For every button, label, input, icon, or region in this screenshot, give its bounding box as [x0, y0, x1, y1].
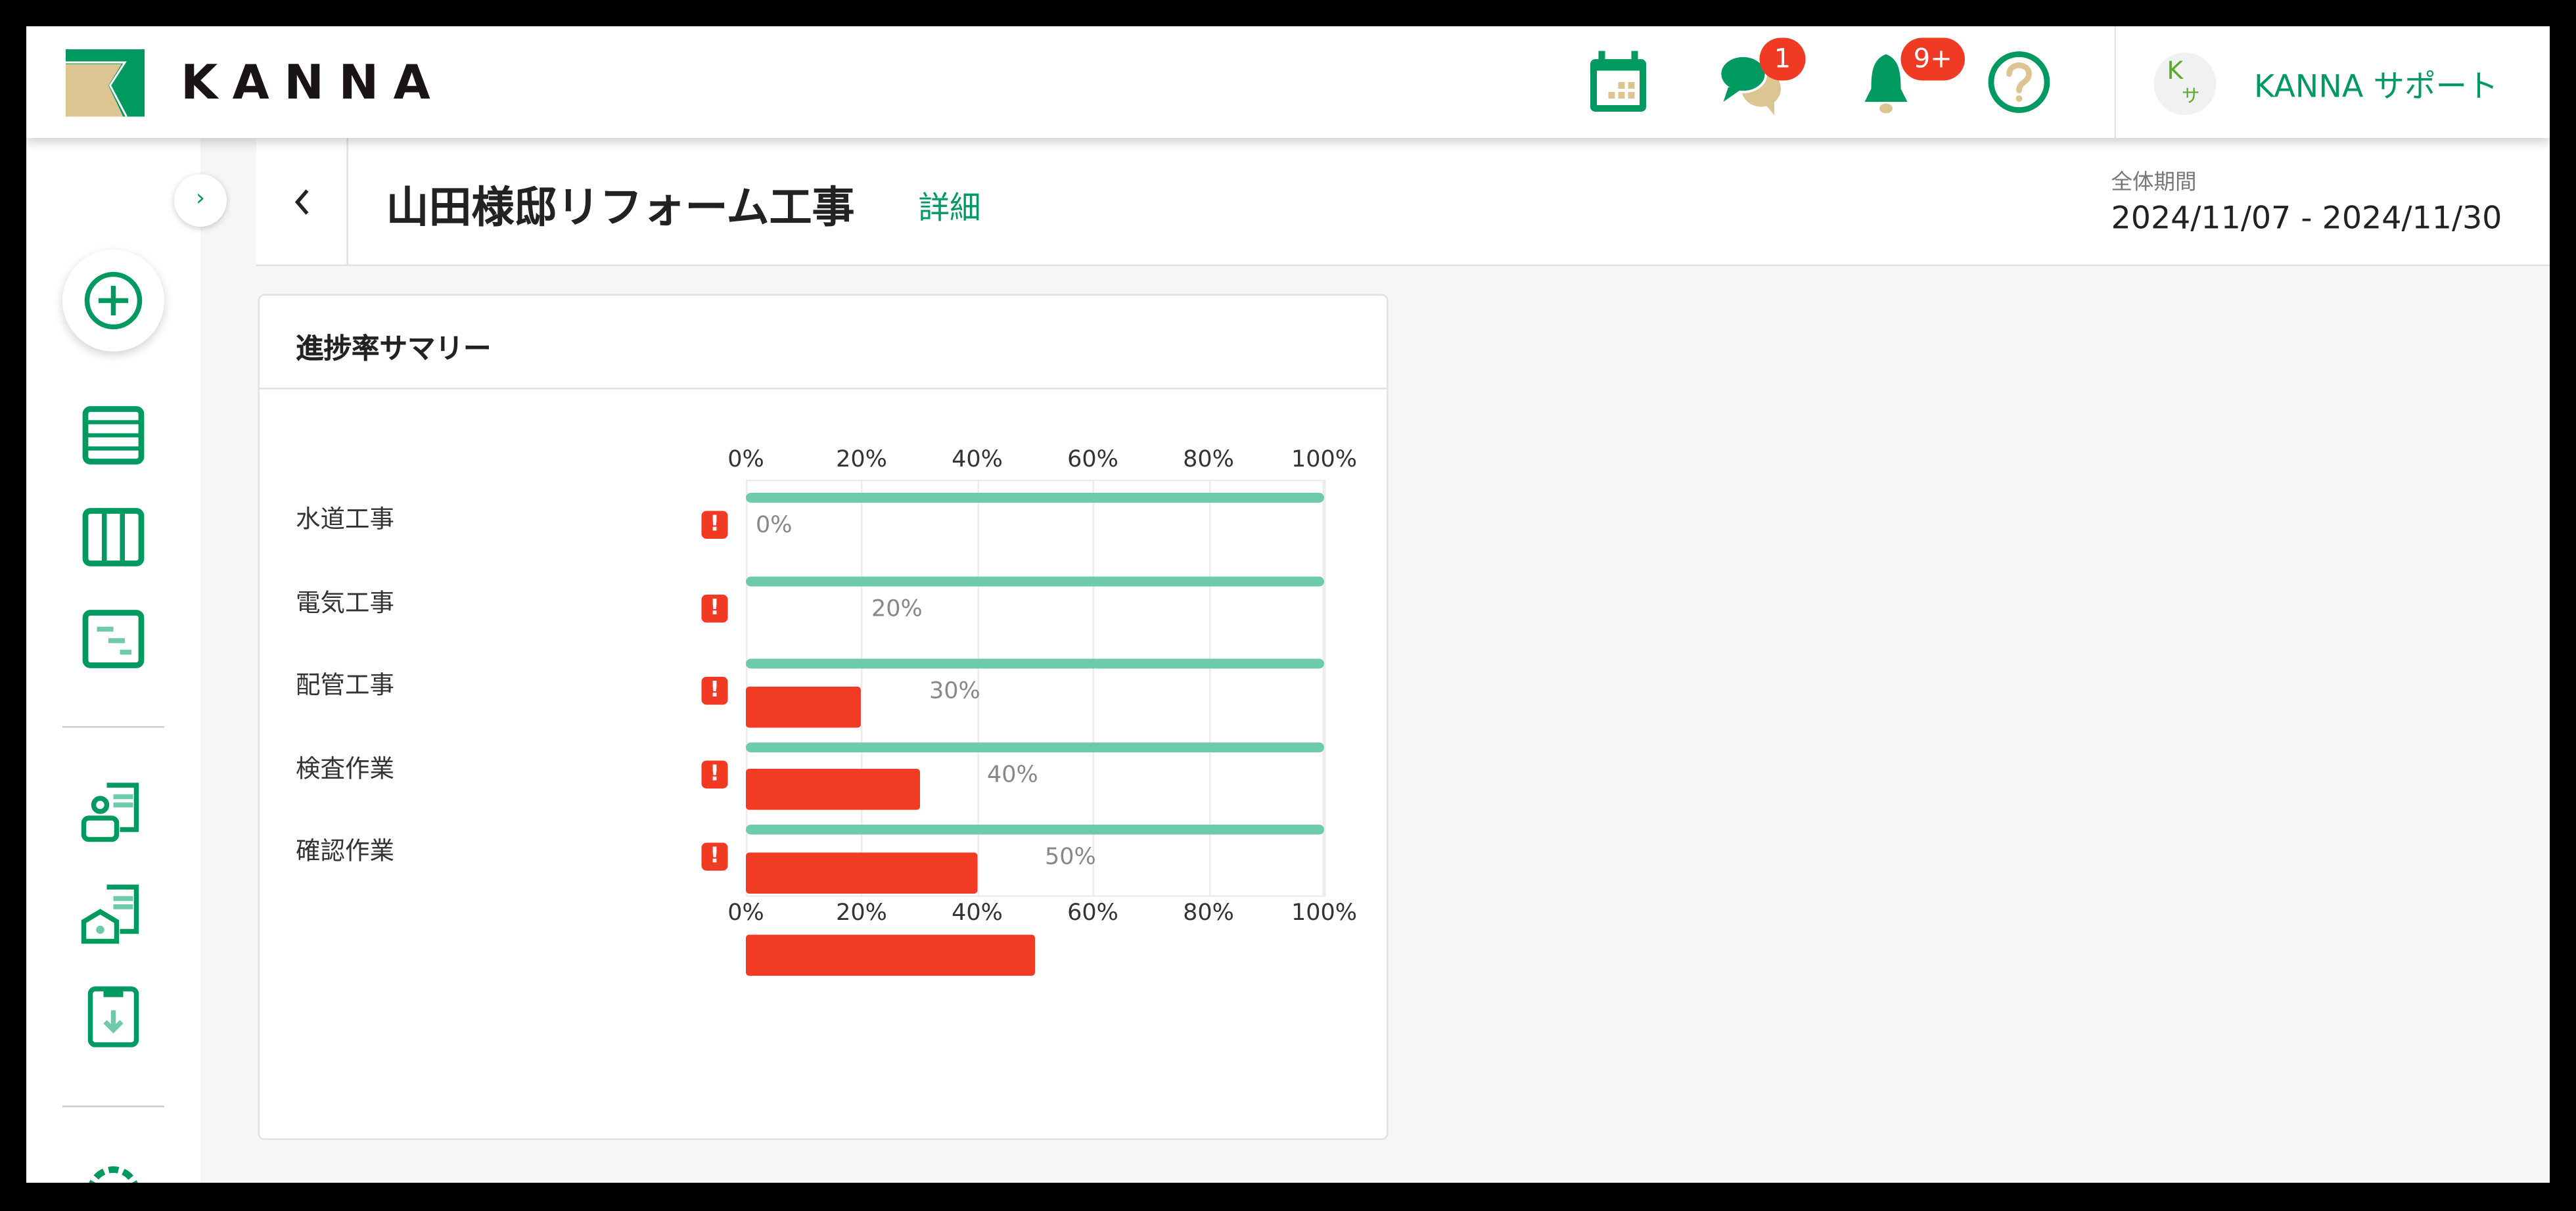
warning-icon: ! [701, 760, 728, 788]
warning-icon: ! [701, 842, 728, 871]
actual-bar [746, 852, 977, 893]
row-label: 配管工事 [296, 670, 395, 700]
progress-chart: 0% 0% 20% 20% 40% 40% 60% 60% 80% 80% 100% 100% 水道工事… [260, 296, 1387, 1139]
back-button[interactable] [256, 138, 348, 265]
x-tick-label-bottom: 80% [1183, 900, 1234, 926]
sidebar-divider [62, 1105, 164, 1107]
data-label: 0% [756, 513, 793, 539]
x-tick-label-bottom: 60% [1067, 900, 1118, 926]
actual-bar [746, 685, 862, 727]
create-button[interactable] [62, 250, 164, 352]
data-label: 20% [871, 595, 923, 622]
data-label: 30% [929, 678, 980, 705]
plus-circle-icon [84, 271, 143, 330]
x-tick-label-bottom: 100% [1291, 900, 1358, 926]
gear-icon[interactable] [81, 1160, 147, 1183]
logo-text: KANNA [181, 54, 446, 110]
columns-icon[interactable] [81, 505, 147, 570]
card-header: 進捗率サマリー [260, 296, 1387, 390]
sidebar-divider [62, 726, 164, 728]
sidebar: › [26, 138, 227, 1183]
planned-bar [746, 658, 1324, 669]
chat-icon[interactable] [1718, 49, 1784, 115]
warning-icon: ! [701, 511, 728, 539]
row-label: 検査作業 [296, 753, 395, 783]
x-tick-label-top: 40% [952, 447, 1003, 473]
avatar-initial: K [2167, 56, 2184, 85]
bell-icon[interactable] [1853, 49, 1919, 115]
user-name[interactable]: KANNA サポート [2254, 69, 2498, 105]
gridline [861, 480, 863, 897]
top-header: KANNA 1 9+ K サ KANNA サポート [26, 26, 2550, 138]
warning-icon: ! [701, 593, 728, 622]
clipboard-download-icon[interactable] [81, 984, 147, 1050]
page-header: 山田様邸リフォーム工事 詳細 全体期間 2024/11/07 - 2024/11… [256, 138, 2550, 266]
gridline [1324, 480, 1326, 897]
x-tick-label-bottom: 40% [952, 900, 1003, 926]
chat-badge: 1 [1759, 37, 1806, 81]
period-value: 2024/11/07 - 2024/11/30 [2111, 200, 2502, 237]
row-label: 電気工事 [296, 587, 395, 617]
planned-bar [746, 493, 1324, 503]
planned-bar [746, 576, 1324, 586]
list-icon[interactable] [81, 403, 147, 468]
app-window: KANNA 1 9+ K サ KANNA サポート [26, 26, 2550, 1183]
card-title: 進捗率サマリー [296, 333, 492, 367]
actual-bar [746, 769, 919, 810]
kanna-logo-icon[interactable] [66, 49, 145, 117]
planned-bar [746, 825, 1324, 834]
row-label: 水道工事 [296, 504, 395, 534]
planned-bar [746, 741, 1324, 752]
customer-document-icon[interactable] [81, 781, 147, 846]
data-label: 40% [986, 761, 1038, 788]
x-tick-label-bottom: 20% [836, 900, 887, 926]
help-icon[interactable] [1987, 49, 2052, 115]
progress-summary-card: 進捗率サマリー 0% 0% 20% 20% 40% 40% 60% 60% 80% 80% 100%… [258, 294, 1389, 1140]
actual-bar [746, 934, 1035, 976]
warning-icon: ! [701, 677, 728, 705]
notification-badge: 9+ [1900, 37, 1965, 81]
gantt-icon[interactable] [81, 606, 147, 672]
row-label: 確認作業 [296, 836, 395, 866]
gridline [1208, 480, 1210, 897]
x-tick-label-top: 60% [1067, 447, 1118, 473]
detail-link[interactable]: 詳細 [918, 191, 981, 227]
period-label: 全体期間 [2111, 171, 2197, 196]
calendar-icon[interactable] [1586, 49, 1651, 115]
data-label: 50% [1045, 844, 1096, 871]
avatar-initial-sub: サ [2182, 85, 2200, 107]
chevron-left-icon [294, 189, 309, 215]
x-tick-label-top: 100% [1291, 447, 1358, 473]
header-divider [2114, 26, 2116, 138]
x-tick-label-bottom: 0% [727, 900, 764, 926]
page-title: 山田様邸リフォーム工事 [386, 184, 855, 233]
property-document-icon[interactable] [81, 882, 147, 948]
gridline [977, 480, 979, 897]
x-tick-label-top: 80% [1183, 447, 1234, 473]
x-tick-label-top: 20% [836, 447, 887, 473]
x-tick-label-top: 0% [727, 447, 764, 473]
sidebar-expand-button[interactable]: › [174, 174, 227, 227]
gridline [1092, 480, 1095, 897]
user-avatar[interactable]: K サ [2153, 53, 2217, 115]
